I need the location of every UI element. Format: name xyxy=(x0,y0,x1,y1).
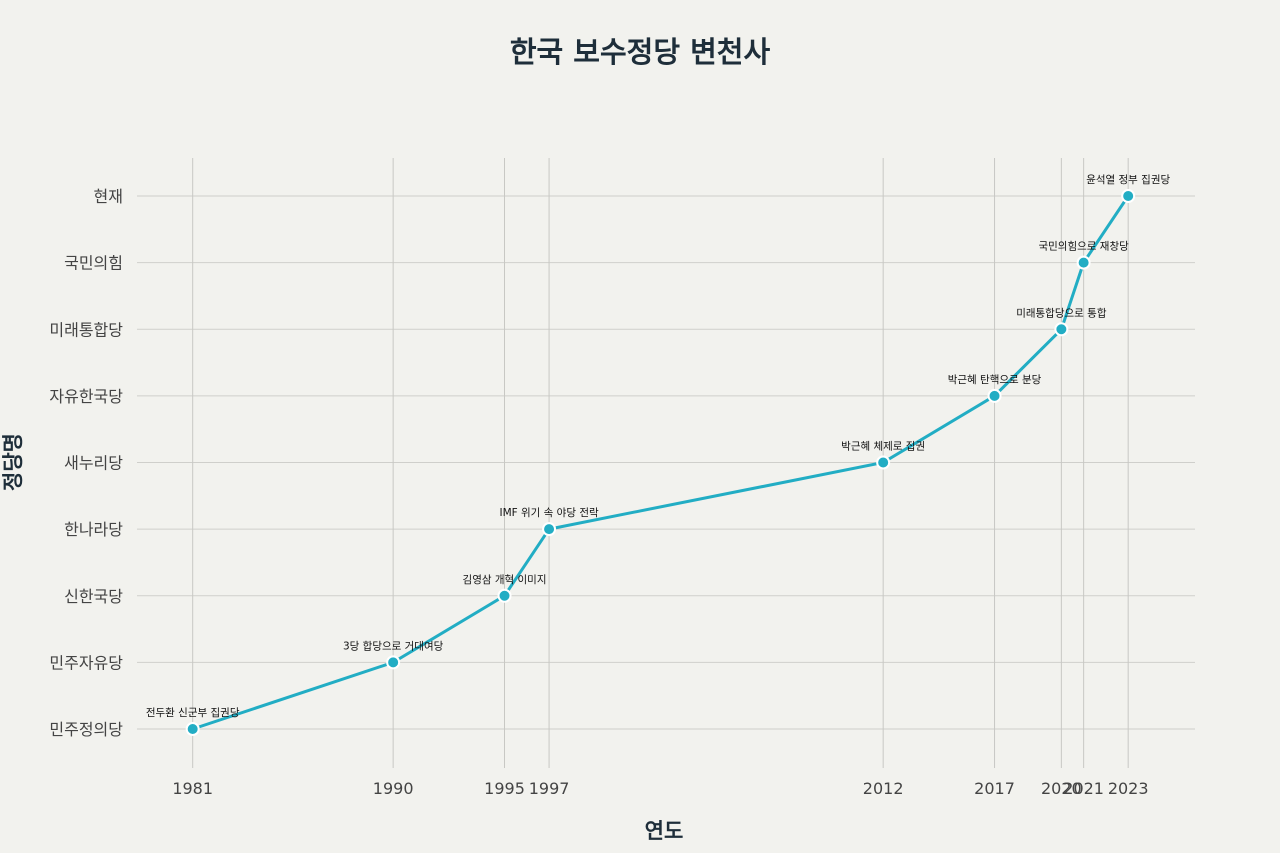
y-axis-title: 정당명 xyxy=(1,433,25,491)
data-label: 전두환 신군부 집권당 xyxy=(146,707,240,719)
data-label: 윤석열 정부 집권당 xyxy=(1086,174,1170,186)
x-tick-label: 2012 xyxy=(863,779,904,798)
data-point[interactable] xyxy=(1054,322,1069,337)
data-points xyxy=(185,189,1136,736)
y-tick-label: 국민의힘 xyxy=(64,254,123,273)
data-label: 3당 합당으로 거대여당 xyxy=(343,640,444,652)
y-tick-label: 한나라당 xyxy=(64,520,123,539)
x-tick-label: 2017 xyxy=(974,779,1015,798)
data-label: IMF 위기 속 야당 전락 xyxy=(499,506,599,519)
y-tick-label: 현재 xyxy=(94,187,123,206)
x-tick-label: 2020 xyxy=(1041,779,1082,798)
x-tick-label: 1997 xyxy=(529,779,570,798)
annotations: 전두환 신군부 집권당 3당 합당으로 거대여당 김영삼 개혁 이미지 IMF 위기 … xyxy=(146,174,1171,719)
data-label: 국민의힘으로 재창당 xyxy=(1038,241,1129,253)
y-tick-label: 민주정의당 xyxy=(49,720,123,739)
y-tick-label: 미래통합당 xyxy=(49,320,123,339)
chart-title: 한국 보수정당 변천사 xyxy=(510,35,771,69)
data-point[interactable] xyxy=(987,388,1002,403)
y-tick-label: 민주자유당 xyxy=(49,653,123,672)
x-tick-label: 1990 xyxy=(373,779,414,798)
y-tick-label: 자유한국당 xyxy=(49,387,123,406)
data-label: 미래통합당으로 통합 xyxy=(1016,307,1107,319)
y-tick-label: 신한국당 xyxy=(64,587,123,606)
x-tick-label: 2021 xyxy=(1063,779,1104,798)
data-label: 박근혜 체제로 집권 xyxy=(841,441,925,453)
data-label: 박근혜 탄핵으로 분당 xyxy=(948,374,1042,386)
x-axis-title: 연도 xyxy=(645,819,684,843)
y-tick-label: 새누리당 xyxy=(64,454,123,473)
data-point[interactable] xyxy=(386,655,401,670)
gridlines xyxy=(137,158,1195,768)
data-point[interactable] xyxy=(185,722,200,736)
x-tick-label: 1981 xyxy=(172,779,213,798)
data-point[interactable] xyxy=(497,588,512,603)
x-tick-label: 1995 xyxy=(484,779,525,798)
data-point[interactable] xyxy=(1076,255,1091,270)
data-label: 김영삼 개혁 이미지 xyxy=(463,574,547,586)
y-axis-ticks: 민주정의당 민주자유당 신한국당 한나라당 새누리당 자유한국당 미래통합당 국민의힘 현재 xyxy=(49,187,123,739)
data-point[interactable] xyxy=(542,522,557,537)
data-point[interactable] xyxy=(1121,189,1136,203)
data-point[interactable] xyxy=(876,455,891,470)
x-tick-label: 2023 xyxy=(1108,779,1149,798)
